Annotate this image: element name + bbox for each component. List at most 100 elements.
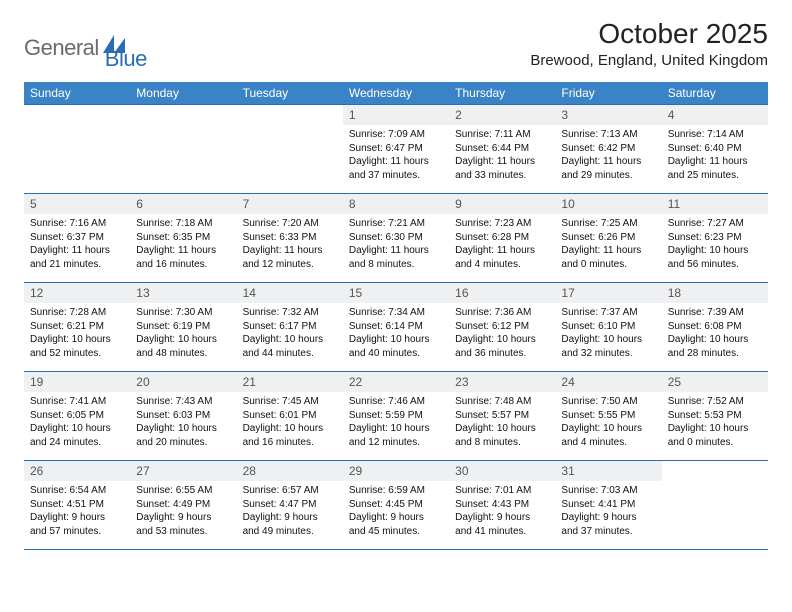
day-number: 6 — [130, 194, 236, 214]
sunset-line: Sunset: 6:30 PM — [349, 231, 443, 245]
day-7: 7 Sunrise: 7:20 AMSunset: 6:33 PMDaylight… — [237, 194, 343, 282]
day-15: 15 Sunrise: 7:34 AMSunset: 6:14 PMDayligh… — [343, 283, 449, 371]
daylight-line: Daylight: 10 hours and 4 minutes. — [561, 422, 655, 449]
day-empty — [237, 105, 343, 193]
dow-friday: Friday — [555, 82, 661, 104]
day-number: 14 — [237, 283, 343, 303]
day-number: 19 — [24, 372, 130, 392]
day-empty — [24, 105, 130, 193]
sunrise-line: Sunrise: 7:50 AM — [561, 395, 655, 409]
sunset-line: Sunset: 6:44 PM — [455, 142, 549, 156]
sunset-line: Sunset: 6:01 PM — [243, 409, 337, 423]
day-number: 20 — [130, 372, 236, 392]
logo-part2: Blue — [105, 46, 147, 72]
sunset-line: Sunset: 6:21 PM — [30, 320, 124, 334]
sunrise-line: Sunrise: 7:36 AM — [455, 306, 549, 320]
day-4: 4Sunrise: 7:14 AMSunset: 6:40 PMDaylight… — [662, 105, 768, 193]
sunrise-line: Sunrise: 7:09 AM — [349, 128, 443, 142]
daylight-line: Daylight: 10 hours and 52 minutes. — [30, 333, 124, 360]
dow-saturday: Saturday — [662, 82, 768, 104]
day-8: 8Sunrise: 7:21 AMSunset: 6:30 PMDaylight… — [343, 194, 449, 282]
header: General Blue October 2025 Brewood, Engla… — [24, 18, 768, 72]
daylight-line: Daylight: 10 hours and 48 minutes. — [136, 333, 230, 360]
sunset-line: Sunset: 6:33 PM — [243, 231, 337, 245]
day-number: 22 — [343, 372, 449, 392]
sunset-line: Sunset: 6:03 PM — [136, 409, 230, 423]
sunrise-line: Sunrise: 7:20 AM — [243, 217, 337, 231]
day-number: 27 — [130, 461, 236, 481]
sunset-line: Sunset: 5:59 PM — [349, 409, 443, 423]
day-number: 15 — [343, 283, 449, 303]
sunset-line: Sunset: 6:47 PM — [349, 142, 443, 156]
dow-monday: Monday — [130, 82, 236, 104]
daylight-line: Daylight: 10 hours and 24 minutes. — [30, 422, 124, 449]
location: Brewood, England, United Kingdom — [530, 52, 768, 69]
day-18: 18Sunrise: 7:39 AMSunset: 6:08 PMDayligh… — [662, 283, 768, 371]
weeks: 1Sunrise: 7:09 AMSunset: 6:47 PMDaylight… — [24, 104, 768, 550]
sunset-line: Sunset: 6:19 PM — [136, 320, 230, 334]
day-24: 24Sunrise: 7:50 AMSunset: 5:55 PMDayligh… — [555, 372, 661, 460]
daylight-line: Daylight: 11 hours and 16 minutes. — [136, 244, 230, 271]
sunrise-line: Sunrise: 7:18 AM — [136, 217, 230, 231]
day-21: 21Sunrise: 7:45 AMSunset: 6:01 PMDayligh… — [237, 372, 343, 460]
daylight-line: Daylight: 11 hours and 29 minutes. — [561, 155, 655, 182]
sunrise-line: Sunrise: 6:54 AM — [30, 484, 124, 498]
day-number: 25 — [662, 372, 768, 392]
sunset-line: Sunset: 6:17 PM — [243, 320, 337, 334]
daylight-line: Daylight: 11 hours and 8 minutes. — [349, 244, 443, 271]
day-number: 16 — [449, 283, 555, 303]
day-1: 1Sunrise: 7:09 AMSunset: 6:47 PMDaylight… — [343, 105, 449, 193]
daylight-line: Daylight: 11 hours and 12 minutes. — [243, 244, 337, 271]
day-number: 5 — [24, 194, 130, 214]
day-30: 30Sunrise: 7:01 AMSunset: 4:43 PMDayligh… — [449, 461, 555, 549]
daylight-line: Daylight: 10 hours and 20 minutes. — [136, 422, 230, 449]
sunset-line: Sunset: 6:14 PM — [349, 320, 443, 334]
day-number: 23 — [449, 372, 555, 392]
logo-part1: General — [24, 35, 99, 61]
day-9: 9Sunrise: 7:23 AMSunset: 6:28 PMDaylight… — [449, 194, 555, 282]
day-number: 11 — [662, 194, 768, 214]
sunrise-line: Sunrise: 6:59 AM — [349, 484, 443, 498]
week-row: 26Sunrise: 6:54 AMSunset: 4:51 PMDayligh… — [24, 461, 768, 550]
sunrise-line: Sunrise: 7:43 AM — [136, 395, 230, 409]
daylight-line: Daylight: 10 hours and 12 minutes. — [349, 422, 443, 449]
sunrise-line: Sunrise: 7:23 AM — [455, 217, 549, 231]
day-number: 2 — [449, 105, 555, 125]
sunset-line: Sunset: 6:26 PM — [561, 231, 655, 245]
day-number: 13 — [130, 283, 236, 303]
sunset-line: Sunset: 6:23 PM — [668, 231, 762, 245]
sunset-line: Sunset: 6:40 PM — [668, 142, 762, 156]
daylight-line: Daylight: 11 hours and 37 minutes. — [349, 155, 443, 182]
sunrise-line: Sunrise: 7:52 AM — [668, 395, 762, 409]
day-3: 3Sunrise: 7:13 AMSunset: 6:42 PMDaylight… — [555, 105, 661, 193]
week-row: 12Sunrise: 7:28 AMSunset: 6:21 PMDayligh… — [24, 283, 768, 372]
sunrise-line: Sunrise: 7:45 AM — [243, 395, 337, 409]
sunrise-line: Sunrise: 7:41 AM — [30, 395, 124, 409]
day-6: 6 Sunrise: 7:18 AMSunset: 6:35 PMDaylight… — [130, 194, 236, 282]
day-29: 29Sunrise: 6:59 AMSunset: 4:45 PMDayligh… — [343, 461, 449, 549]
day-empty — [130, 105, 236, 193]
sunrise-line: Sunrise: 7:37 AM — [561, 306, 655, 320]
daylight-line: Daylight: 11 hours and 21 minutes. — [30, 244, 124, 271]
day-31: 31Sunrise: 7:03 AMSunset: 4:41 PMDayligh… — [555, 461, 661, 549]
day-empty — [662, 461, 768, 549]
sunrise-line: Sunrise: 7:48 AM — [455, 395, 549, 409]
week-row: 19Sunrise: 7:41 AMSunset: 6:05 PMDayligh… — [24, 372, 768, 461]
sunrise-line: Sunrise: 7:03 AM — [561, 484, 655, 498]
title-block: October 2025 Brewood, England, United Ki… — [530, 18, 768, 69]
daylight-line: Daylight: 10 hours and 36 minutes. — [455, 333, 549, 360]
daylight-line: Daylight: 10 hours and 44 minutes. — [243, 333, 337, 360]
page: General Blue October 2025 Brewood, Engla… — [0, 0, 792, 550]
daylight-line: Daylight: 9 hours and 45 minutes. — [349, 511, 443, 538]
sunrise-line: Sunrise: 6:55 AM — [136, 484, 230, 498]
sunrise-line: Sunrise: 7:34 AM — [349, 306, 443, 320]
week-row: 5Sunrise: 7:16 AMSunset: 6:37 PMDaylight… — [24, 194, 768, 283]
sunrise-line: Sunrise: 6:57 AM — [243, 484, 337, 498]
day-13: 13Sunrise: 7:30 AMSunset: 6:19 PMDayligh… — [130, 283, 236, 371]
sunset-line: Sunset: 6:35 PM — [136, 231, 230, 245]
sunset-line: Sunset: 4:43 PM — [455, 498, 549, 512]
daylight-line: Daylight: 10 hours and 40 minutes. — [349, 333, 443, 360]
daylight-line: Daylight: 10 hours and 8 minutes. — [455, 422, 549, 449]
day-number: 7 — [237, 194, 343, 214]
day-10: 10Sunrise: 7:25 AMSunset: 6:26 PMDayligh… — [555, 194, 661, 282]
